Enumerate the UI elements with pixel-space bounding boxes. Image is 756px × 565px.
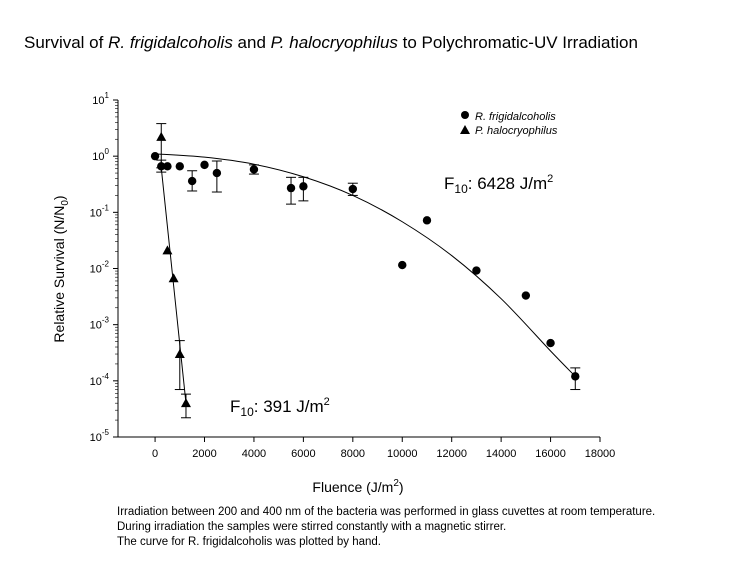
point-series-0 bbox=[348, 184, 358, 194]
x-tick-label: 12000 bbox=[436, 448, 467, 460]
data-points bbox=[150, 123, 581, 419]
x-tick-label: 6000 bbox=[291, 448, 315, 460]
x-tick-label: 18000 bbox=[585, 448, 616, 460]
y-tick-label: 101 bbox=[92, 91, 109, 107]
point-series-0 bbox=[200, 160, 209, 170]
fit-curves bbox=[155, 153, 576, 404]
x-tick-label: 16000 bbox=[535, 448, 566, 460]
point-series-1 bbox=[162, 245, 173, 255]
annotations: F10: 6428 J/m2 F10: 391 J/m2 bbox=[230, 173, 553, 419]
point-series-0 bbox=[150, 151, 160, 161]
chart-svg: 0 2000 4000 6000 8000 10000 12000 14000 16000 180… bbox=[51, 91, 616, 495]
y-tick-label: 10-1 bbox=[90, 203, 110, 219]
y-tick-label: 10-2 bbox=[90, 260, 110, 276]
point-series-1 bbox=[180, 398, 191, 408]
point-series-0 bbox=[472, 266, 481, 275]
x-tick-label: 2000 bbox=[192, 448, 216, 460]
point-series-0 bbox=[187, 176, 197, 186]
legend-marker-rf bbox=[461, 111, 469, 119]
x-tick-label: 4000 bbox=[242, 448, 266, 460]
x-tick-label: 8000 bbox=[341, 448, 365, 460]
caption-line-3: The curve for R. frigidalcoholis was plo… bbox=[117, 536, 381, 548]
y-tick-label: 10-4 bbox=[90, 372, 110, 388]
point-series-0 bbox=[299, 182, 308, 191]
y-tick-label: 100 bbox=[92, 147, 109, 163]
x-axis-label: Fluence (J/m2) bbox=[312, 478, 403, 495]
x-tick-label: 0 bbox=[152, 448, 158, 460]
x-tick-label: 10000 bbox=[387, 448, 418, 460]
chart-title: Survival of R. frigidalcoholis and P. ha… bbox=[24, 33, 638, 52]
caption-line-1: Irradiation between 200 and 400 nm of th… bbox=[117, 506, 656, 518]
curve-series-1 bbox=[160, 167, 187, 404]
point-series-0 bbox=[422, 216, 432, 225]
legend: R. frigidalcoholis P. halocryophilus bbox=[460, 111, 558, 137]
y-axis-label: Relative Survival (N/N0) bbox=[51, 195, 71, 342]
point-series-0 bbox=[249, 165, 259, 174]
point-series-1 bbox=[168, 273, 179, 283]
axes: 0 2000 4000 6000 8000 10000 12000 14000 16000 180… bbox=[90, 91, 616, 460]
f10-annotation-rf: F10: 6428 J/m2 bbox=[444, 173, 553, 196]
point-series-0 bbox=[546, 338, 555, 348]
x-tick-label: 14000 bbox=[486, 448, 517, 460]
curve-series-0 bbox=[155, 153, 576, 377]
point-series-0 bbox=[175, 162, 184, 171]
f10-annotation-ph: F10: 391 J/m2 bbox=[230, 396, 330, 419]
point-series-0 bbox=[521, 291, 531, 300]
point-series-0 bbox=[286, 183, 296, 193]
point-series-0 bbox=[163, 162, 172, 171]
caption-line-2: During irradiation the samples were stir… bbox=[117, 521, 507, 533]
point-series-0 bbox=[212, 168, 222, 178]
legend-label-ph: P. halocryophilus bbox=[475, 125, 558, 137]
legend-marker-ph bbox=[460, 125, 470, 134]
point-series-0 bbox=[398, 260, 407, 270]
point-series-1 bbox=[174, 349, 185, 359]
point-series-0 bbox=[571, 372, 580, 381]
y-tick-label: 10-5 bbox=[90, 428, 110, 444]
y-tick-label: 10-3 bbox=[90, 316, 110, 332]
point-series-1 bbox=[156, 131, 167, 141]
legend-label-rf: R. frigidalcoholis bbox=[475, 111, 556, 123]
